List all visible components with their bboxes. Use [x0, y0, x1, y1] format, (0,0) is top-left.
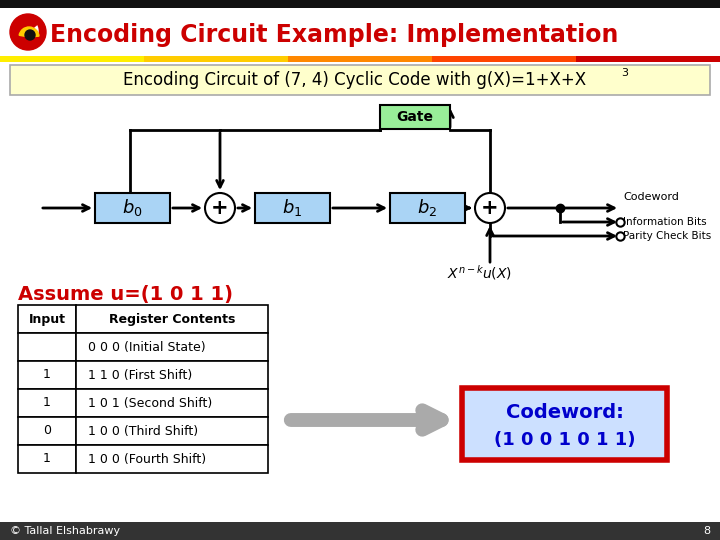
- Bar: [95, 193, 170, 223]
- Text: Parity Check Bits: Parity Check Bits: [623, 231, 711, 241]
- Text: +: +: [481, 198, 499, 218]
- Bar: [0, 522, 720, 540]
- Text: Assume u=(1 0 1 1): Assume u=(1 0 1 1): [18, 285, 233, 304]
- Text: Codeword:: Codeword:: [505, 402, 624, 422]
- Text: +: +: [211, 198, 229, 218]
- Bar: [18, 389, 76, 417]
- Text: © Tallal Elshabrawy: © Tallal Elshabrawy: [10, 526, 120, 536]
- Bar: [0, 56, 145, 62]
- Circle shape: [475, 193, 505, 223]
- Circle shape: [10, 14, 46, 50]
- Wedge shape: [13, 17, 41, 47]
- Bar: [18, 305, 76, 333]
- Text: 8: 8: [703, 526, 710, 536]
- Bar: [18, 361, 76, 389]
- Bar: [462, 388, 667, 460]
- Bar: [390, 193, 465, 223]
- Text: Gate: Gate: [397, 110, 433, 124]
- Bar: [18, 445, 76, 473]
- Text: $b_2$: $b_2$: [418, 198, 438, 219]
- Bar: [255, 193, 330, 223]
- Text: 1: 1: [43, 396, 51, 409]
- Bar: [76, 361, 268, 389]
- Text: $b_0$: $b_0$: [122, 198, 143, 219]
- Text: (1 0 0 1 0 1 1): (1 0 0 1 0 1 1): [494, 431, 635, 449]
- Bar: [76, 389, 268, 417]
- Bar: [18, 333, 76, 361]
- Text: Codeword: Codeword: [623, 192, 679, 202]
- Bar: [432, 56, 577, 62]
- Bar: [380, 105, 450, 129]
- Text: 1 0 1 (Second Shift): 1 0 1 (Second Shift): [88, 396, 212, 409]
- Text: 1 1 0 (First Shift): 1 1 0 (First Shift): [88, 368, 192, 381]
- Bar: [76, 333, 268, 361]
- Text: 0: 0: [43, 424, 51, 437]
- Circle shape: [14, 19, 38, 43]
- Text: Information Bits: Information Bits: [623, 217, 706, 227]
- Bar: [0, 0, 720, 8]
- Bar: [0, 8, 720, 60]
- Text: 1 0 0 (Third Shift): 1 0 0 (Third Shift): [88, 424, 198, 437]
- Bar: [288, 56, 433, 62]
- Text: Encoding Circuit of (7, 4) Cyclic Code with g(X)=1+X+X: Encoding Circuit of (7, 4) Cyclic Code w…: [123, 71, 587, 89]
- Text: 0 0 0 (Initial State): 0 0 0 (Initial State): [88, 341, 206, 354]
- Text: 1 0 0 (Fourth Shift): 1 0 0 (Fourth Shift): [88, 453, 206, 465]
- Text: 3: 3: [621, 68, 628, 78]
- Text: $b_1$: $b_1$: [282, 198, 302, 219]
- Bar: [144, 56, 289, 62]
- Text: 1: 1: [43, 453, 51, 465]
- Bar: [76, 305, 268, 333]
- Wedge shape: [19, 27, 39, 37]
- Circle shape: [25, 30, 35, 40]
- Circle shape: [205, 193, 235, 223]
- Text: Encoding Circuit Example: Implementation: Encoding Circuit Example: Implementation: [50, 23, 618, 47]
- Bar: [76, 417, 268, 445]
- Bar: [18, 417, 76, 445]
- Bar: [76, 445, 268, 473]
- Text: Register Contents: Register Contents: [109, 313, 235, 326]
- Text: 1: 1: [43, 368, 51, 381]
- Text: Input: Input: [29, 313, 66, 326]
- Bar: [576, 56, 720, 62]
- Bar: [10, 65, 710, 95]
- Text: $X^{n-k}u(X)$: $X^{n-k}u(X)$: [448, 264, 513, 282]
